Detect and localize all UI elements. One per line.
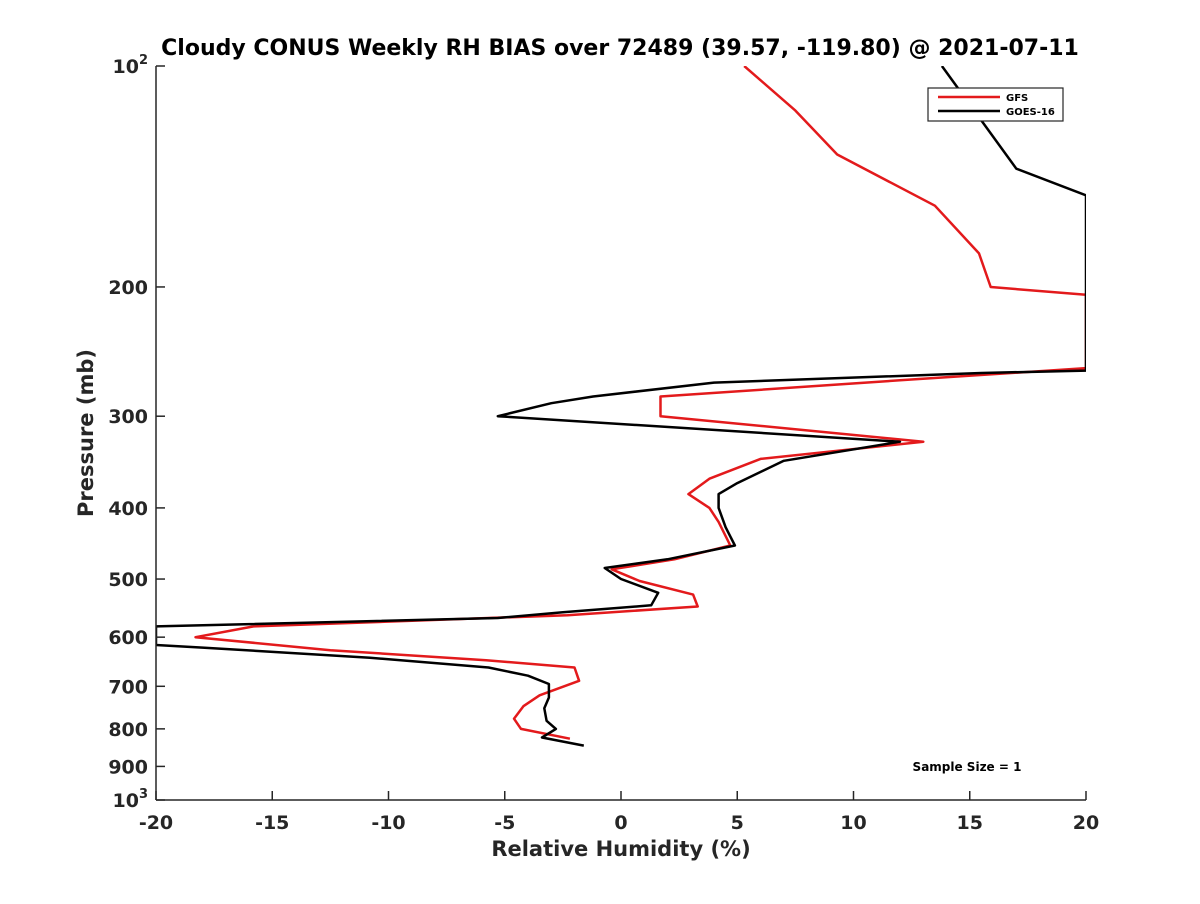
y-tick-label: 700	[108, 676, 148, 698]
x-ticks: -20 -15 -10 -5 0 5 10 15 20	[139, 791, 1099, 834]
x-tick-label: -5	[494, 812, 515, 834]
series-layer	[156, 66, 1086, 747]
x-tick-label: 5	[731, 812, 744, 834]
y-tick-label: 500	[108, 569, 148, 591]
y-tick-label: 900	[108, 756, 148, 778]
x-tick-label: -15	[255, 812, 289, 834]
x-tick-label: -10	[371, 812, 405, 834]
legend-label-gfs: GFS	[1006, 93, 1028, 104]
legend-label-goes16: GOES-16	[1006, 107, 1055, 118]
legend-box	[927, 87, 1064, 122]
sample-size-annotation: Sample Size = 1	[913, 760, 1022, 774]
y-axis-label: Pressure (mb)	[74, 349, 98, 517]
x-axis-label: Relative Humidity (%)	[491, 837, 750, 861]
legend: GFS GOES-16	[927, 87, 1064, 122]
x-tick-label: 15	[957, 812, 983, 834]
y-tick-label: 400	[108, 498, 148, 520]
y-tick-label: 200	[108, 277, 148, 299]
x-tick-label: -20	[139, 812, 173, 834]
series-line-goes16	[156, 66, 1086, 747]
y-tick-label: 600	[108, 627, 148, 649]
y-tick-label: 300	[108, 406, 148, 428]
x-tick-label: 0	[614, 812, 627, 834]
x-tick-label: 20	[1073, 812, 1099, 834]
x-tick-label: 10	[840, 812, 866, 834]
chart-title: Cloudy CONUS Weekly RH BIAS over 72489 (…	[161, 36, 1079, 61]
y-tick-label: 800	[108, 719, 148, 741]
y-ticks: 102 200 300 400 500 600 700 800 900 103	[108, 53, 165, 812]
y-tick-label: 103	[113, 787, 149, 812]
y-tick-label: 102	[113, 53, 149, 78]
